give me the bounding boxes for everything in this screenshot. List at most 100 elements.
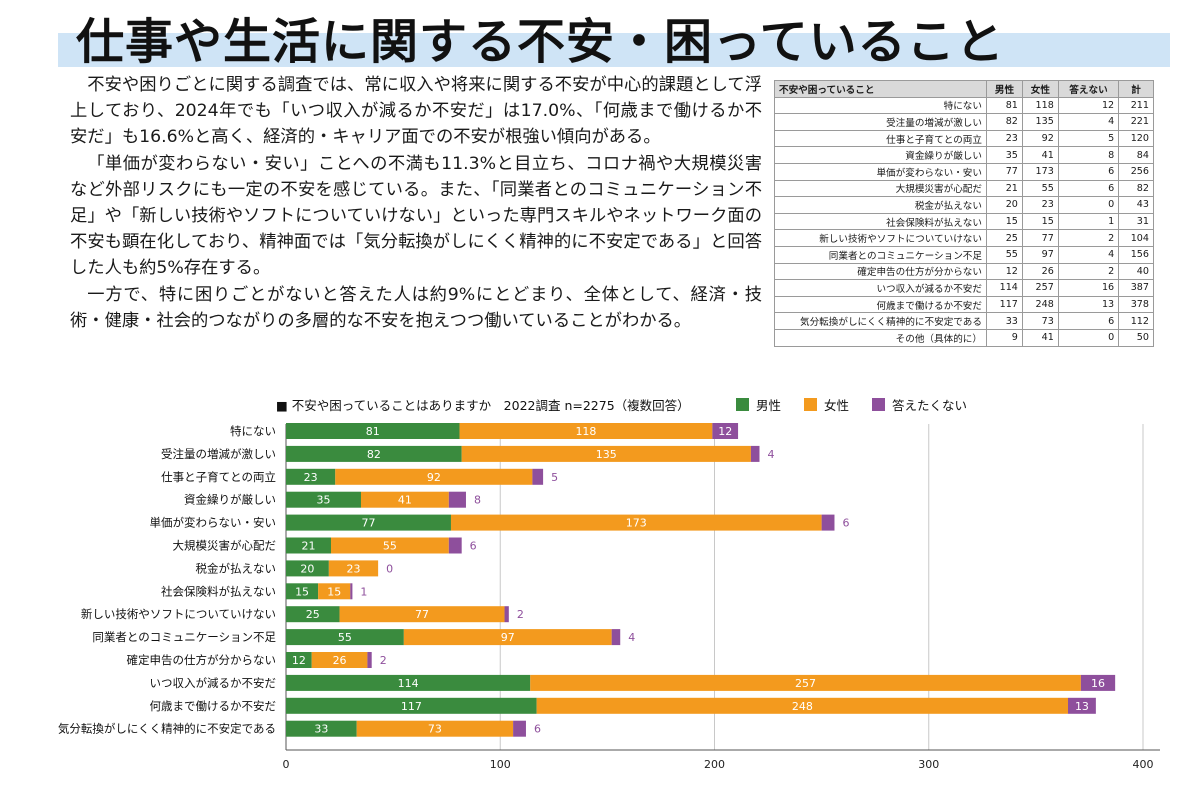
bar-segment [532,468,544,485]
bar-segment [1080,674,1116,691]
category-label: 大規模災害が心配だ [173,539,277,553]
table-cell-item: 受注量の増減が激しい [774,113,987,131]
bar-segment [286,629,404,646]
table-cell-value: 73 [1021,312,1059,330]
bar-segment [350,583,353,600]
data-label: 4 [628,631,635,644]
data-label: 6 [534,723,541,736]
x-tick-label: 200 [704,758,725,771]
title-band [58,33,1170,67]
table-cell-value: 6 [1057,179,1120,198]
table-cell-value: 135 [1021,113,1059,131]
data-label: 55 [383,540,397,553]
data-label: 173 [626,517,647,530]
bar-segment [328,560,379,577]
table-cell-item: 税金が払えない [774,196,987,214]
table-cell-value: 43 [1118,196,1154,214]
table-cell-value: 6 [1057,312,1120,330]
table-row: 同業者とのコミュニケーション不足 55 97 4 156 [774,245,1154,264]
data-label: 114 [398,677,419,690]
data-label: 81 [366,425,380,438]
table-cell-value: 256 [1118,162,1154,181]
table-cell-value: 112 [1118,312,1154,330]
bar-segment [712,423,739,439]
category-label: 気分転換がしにくく精神的に不安定である [58,722,276,736]
table-row: 社会保険料が払えない 15 15 1 31 [774,212,1154,231]
bar-segment [459,423,713,439]
data-label: 2 [380,654,387,667]
table-cell-value: 84 [1118,146,1154,164]
bar-segment [318,583,351,600]
table-cell-item: 大規模災害が心配だ [774,179,987,198]
table-row: 資金繰りが厳しい 35 41 8 84 [774,146,1154,164]
data-label: 118 [575,425,596,438]
table-cell-value: 4 [1057,113,1120,131]
paragraph-1: 不安や困りごとに関する調査では、常に収入や将来に関する不安が中心的課題として浮上… [70,75,762,148]
table-cell-value: 35 [986,146,1023,164]
paragraph-2: 「単価が変わらない・安い」ことへの不満も11.3%と目立ち、コロナ禍や大規模災害… [70,153,762,279]
data-label: 12 [718,425,732,438]
bar-segment [286,468,336,485]
data-label: 6 [470,540,477,553]
data-label: 77 [415,608,429,621]
bar-segment [536,697,1069,714]
table-cell-value: 23 [986,129,1023,148]
table-cell-value: 2 [1057,229,1120,247]
category-label: 税金が払えない [196,561,277,575]
category-label: 社会保険料が払えない [161,584,276,598]
data-label: 12 [292,654,306,667]
x-tick-label: 300 [918,758,939,771]
bar-segment [367,652,372,668]
category-label: いつ収入が減るか不安だ [150,676,277,690]
table-cell-value: 23 [1021,196,1059,214]
table-cell-value: 82 [1118,179,1154,198]
bar-segment [513,720,526,737]
stacked-bar-chart: 0 100 200 300 400■ 不安や困っていることはありますか 2022調査 n… [58,398,1160,771]
data-label: 97 [501,631,515,644]
data-label: 92 [427,471,441,484]
bar-segment [311,652,368,668]
legend-label: 答えたくない [892,398,967,413]
data-label: 6 [842,517,849,530]
data-label: 15 [327,585,341,598]
table-cell-value: 257 [1021,279,1059,297]
table-cell-value: 248 [1021,295,1059,314]
legend-swatch [804,398,817,411]
data-label: 35 [316,494,330,507]
bar-segment [286,606,340,623]
legend-label: 女性 [824,398,849,413]
bar-segment [286,514,451,531]
paragraph-3: 一方で、特に困りごとがないと答えた人は約9%にとどまり、全体として、経済・技術・… [70,284,762,331]
table-row: その他（具体的に） 9 41 0 50 [774,328,1154,347]
data-label: 0 [386,562,393,575]
data-label: 23 [346,562,360,575]
table-cell-item: 仕事と子育てとの両立 [774,129,987,148]
category-label: 新しい技術やソフトについていけない [81,607,276,621]
table-cell-value: 92 [1021,129,1059,148]
table-header: 不安や困っていること [774,80,987,98]
bar-segment [339,606,505,623]
table-cell-value: 31 [1118,212,1154,231]
bar-segment [286,445,462,462]
data-label: 55 [338,631,352,644]
data-label: 77 [361,517,375,530]
table-cell-value: 15 [1021,212,1059,231]
table-cell-value: 4 [1057,245,1120,264]
data-label: 257 [795,677,816,690]
category-label: 資金繰りが厳しい [184,493,276,507]
table-cell-item: その他（具体的に） [774,328,987,347]
table-header: 計 [1118,80,1154,98]
table-cell-value: 40 [1118,262,1154,281]
table-cell-value: 0 [1057,196,1120,214]
bar-segment [286,697,537,714]
table-cell-value: 15 [986,212,1023,231]
table-cell-value: 2 [1057,262,1120,281]
bar-segment [821,514,835,531]
table-cell-value: 55 [986,245,1023,264]
data-label: 5 [551,471,558,484]
table-row: 税金が払えない 20 23 0 43 [774,196,1154,214]
table-cell-value: 50 [1118,328,1154,347]
bar-segment [286,720,357,737]
legend-swatch [872,398,885,411]
summary-table: 不安や困っていること 男性 女性 答えない 計 特にない 81 118 12 211 受注… [774,80,1154,347]
